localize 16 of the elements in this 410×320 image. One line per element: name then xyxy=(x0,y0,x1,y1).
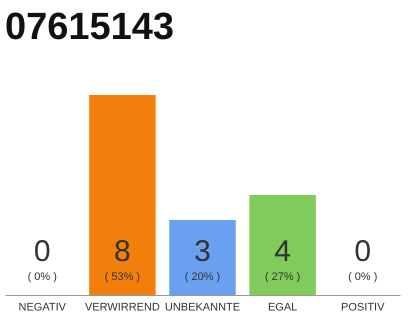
data-label: 0 xyxy=(34,235,51,268)
data-label: 8 xyxy=(114,235,131,268)
x-tick-label: POSITIV xyxy=(341,302,386,314)
x-tick-label: NEGATIV xyxy=(18,302,67,314)
data-label: 3 xyxy=(194,235,211,268)
chart-title: 07615143 xyxy=(5,6,174,48)
data-label: 4 xyxy=(274,235,291,268)
annotation: ( 20% ) xyxy=(184,271,220,283)
data-label: 0 xyxy=(354,235,372,268)
annotation: ( 27% ) xyxy=(264,271,300,283)
annotation: ( 0% ) xyxy=(28,271,57,283)
annotation: ( 53% ) xyxy=(104,271,140,283)
x-tick-label: EGAL xyxy=(268,302,298,314)
x-tick-label: VERWIRREND xyxy=(84,302,160,314)
x-tick-label: UNBEKANNTE xyxy=(164,302,240,314)
annotation: ( 0% ) xyxy=(348,271,378,283)
